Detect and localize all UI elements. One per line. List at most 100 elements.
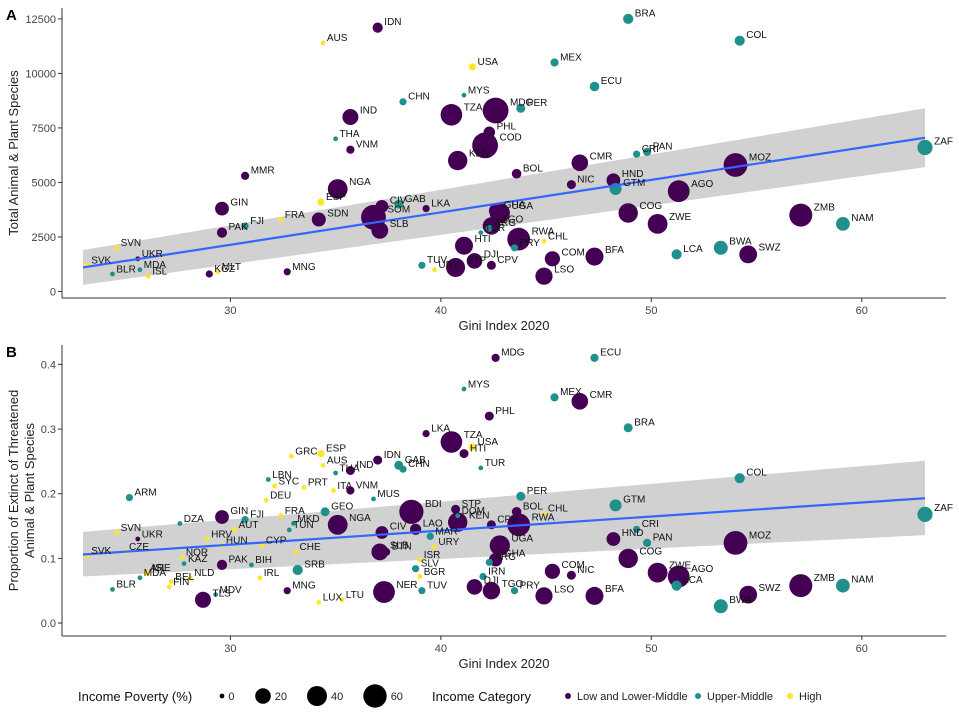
data-point <box>110 271 115 277</box>
point-label: COG <box>639 201 662 212</box>
data-point <box>232 527 238 533</box>
point-label: GEO <box>331 502 353 513</box>
point-label: ARG <box>494 218 516 229</box>
data-point <box>418 261 426 269</box>
point-label: NIC <box>577 565 594 576</box>
point-label: AGO <box>691 179 713 190</box>
point-label: KGZ <box>214 264 235 275</box>
point-label: CHL <box>548 503 568 514</box>
data-point <box>482 97 509 124</box>
data-point <box>550 58 559 67</box>
panel-letter: B <box>6 344 17 361</box>
point-label: LUX <box>323 593 343 604</box>
point-label: MOZ <box>749 530 771 541</box>
data-point <box>110 587 115 592</box>
point-label: TUV <box>427 581 447 592</box>
data-point <box>461 92 467 98</box>
y-tick-label: 2500 <box>32 232 56 244</box>
point-label: COL <box>746 468 767 479</box>
y-axis-title-line: Animal & Plant Species <box>22 422 37 558</box>
point-label: UKR <box>142 529 163 540</box>
point-label: RWA <box>532 227 555 238</box>
point-label: SRB <box>304 560 325 571</box>
data-point <box>633 525 641 533</box>
point-label: STP <box>467 256 487 267</box>
data-point <box>272 483 277 489</box>
data-point <box>455 236 473 255</box>
point-label: GHA <box>504 549 526 560</box>
data-point <box>489 535 510 556</box>
point-label: PAK <box>229 554 249 565</box>
data-point <box>375 526 389 539</box>
data-point <box>466 579 483 595</box>
point-label: SVK <box>91 546 111 557</box>
data-point <box>426 532 434 541</box>
data-point <box>440 104 463 126</box>
trend-line <box>82 497 926 556</box>
point-label: SYC <box>279 476 300 487</box>
data-point <box>446 258 466 277</box>
data-point <box>320 40 326 46</box>
data-point <box>375 200 389 213</box>
point-label: HRV <box>211 529 232 540</box>
point-label: MEX <box>560 387 582 398</box>
point-label: MAR <box>435 526 457 537</box>
point-label: PRT <box>308 478 328 489</box>
point-label: HUN <box>226 536 248 547</box>
point-label: CIV <box>390 522 407 533</box>
data-point <box>291 521 296 526</box>
data-point <box>647 214 668 234</box>
point-label: SVK <box>91 256 111 267</box>
point-label: MOZ <box>749 152 771 163</box>
data-point <box>789 203 813 227</box>
point-label: ECU <box>600 348 621 359</box>
point-label: CPV <box>497 255 518 266</box>
point-label: TUV <box>427 255 447 266</box>
size-legend-label: 20 <box>275 691 287 703</box>
data-point <box>468 63 476 71</box>
point-label: TGO <box>502 579 524 590</box>
point-label: MUS <box>377 489 400 500</box>
data-point <box>333 470 338 476</box>
point-label: CMR <box>590 151 613 162</box>
data-point <box>535 587 553 605</box>
data-point <box>491 353 500 362</box>
data-point <box>422 430 430 438</box>
point-label: LKA <box>431 199 450 210</box>
data-point <box>647 562 668 583</box>
point-label: ARM <box>135 488 157 499</box>
point-label: AGO <box>691 564 713 575</box>
point-label: HTI <box>475 234 491 245</box>
point-label: DOM <box>462 506 485 517</box>
y-tick-label: 12500 <box>25 14 56 26</box>
point-label: LKA <box>431 424 450 435</box>
color-legend-label: Upper-Middle <box>707 691 773 703</box>
data-point <box>516 491 526 501</box>
data-point <box>667 180 690 203</box>
data-point <box>327 514 348 535</box>
data-point <box>179 554 185 560</box>
data-point <box>215 269 221 275</box>
point-label: BLR <box>116 580 135 591</box>
point-label: KAZ <box>188 554 207 565</box>
point-label: AUS <box>327 33 348 44</box>
data-point <box>432 544 437 550</box>
point-label: CRI <box>642 519 659 530</box>
y-tick-label: 0.3 <box>41 424 56 436</box>
data-point <box>213 592 219 597</box>
point-label: NLD <box>194 568 214 579</box>
point-label: MYS <box>468 86 490 97</box>
point-label: URY <box>438 260 459 271</box>
point-label: COM <box>562 560 585 571</box>
y-tick-label: 0.0 <box>41 618 56 630</box>
data-point <box>479 572 487 581</box>
point-label: ARG <box>494 552 516 563</box>
data-point <box>432 267 437 273</box>
data-point <box>278 513 284 519</box>
data-point <box>317 450 325 458</box>
data-point <box>399 98 407 106</box>
data-point <box>448 150 468 171</box>
point-label: SWZ <box>759 583 781 594</box>
data-point <box>440 431 463 453</box>
